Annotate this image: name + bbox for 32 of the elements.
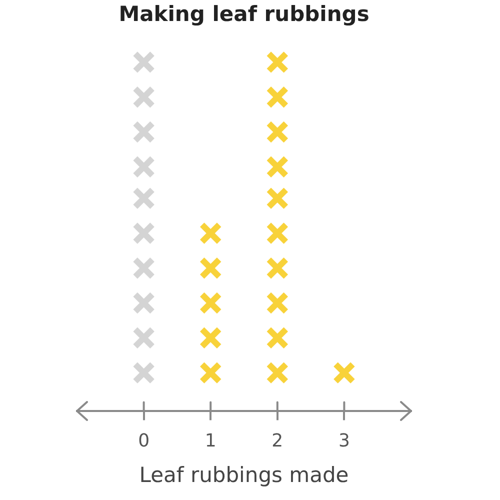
x-tick-label: 1 [204, 430, 216, 452]
point [266, 256, 289, 280]
point [132, 292, 156, 314]
x-tick-label: 3 [338, 430, 350, 452]
point [132, 155, 156, 178]
point [132, 326, 156, 350]
point [199, 256, 222, 280]
point [266, 292, 289, 314]
x-axis-title: Leaf rubbings made [139, 462, 349, 487]
point [132, 120, 156, 144]
point [199, 326, 222, 350]
point [266, 86, 289, 109]
point [132, 86, 156, 109]
point [266, 120, 289, 144]
point [199, 292, 222, 314]
point [266, 361, 289, 384]
point [132, 222, 156, 245]
point [266, 186, 289, 210]
point [132, 50, 156, 74]
chart-title: Making leaf rubbings [118, 2, 370, 26]
point [266, 50, 289, 74]
point [266, 326, 289, 350]
point [132, 256, 156, 280]
point [199, 222, 222, 245]
point [266, 155, 289, 178]
point [332, 361, 356, 384]
point [132, 186, 156, 210]
point [132, 361, 156, 384]
x-tick-label: 2 [272, 430, 284, 452]
point [199, 361, 222, 384]
point [266, 222, 289, 245]
x-tick-label: 0 [138, 430, 150, 452]
